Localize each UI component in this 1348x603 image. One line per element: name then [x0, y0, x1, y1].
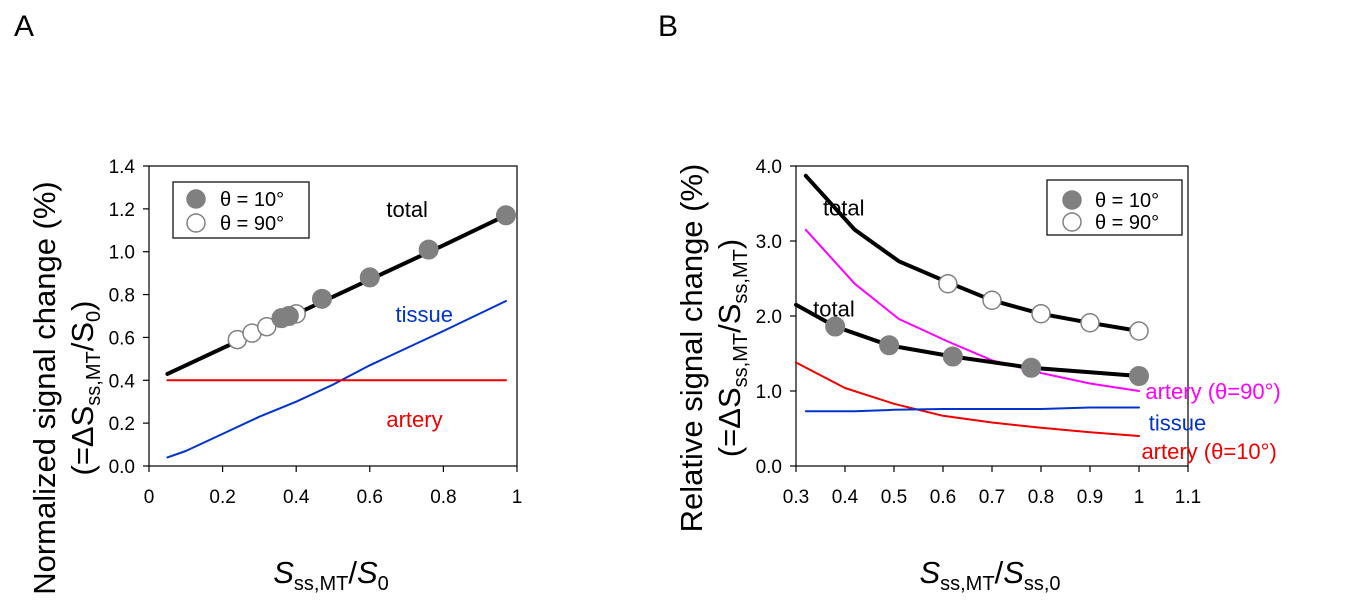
panel-a-y-tick-label: 0.6 — [109, 328, 135, 349]
legend-open-marker — [1062, 212, 1082, 232]
panel-b-plot: 0.0 1.0 2.0 3.0 4.0 0.3 0.4 0.5 0.6 0.7 0.8 0.9 1 1.1… — [756, 157, 1281, 508]
panel-b: B Relative signal change (%) (=ΔSss,MT/S… — [658, 10, 1281, 595]
panel-a-y-tick-label: 1.0 — [109, 243, 135, 264]
panel-b-x-tick-label: 0.3 — [783, 487, 809, 508]
panel-b-x-tick-label: 0.7 — [979, 487, 1005, 508]
panel-b-label: B — [658, 10, 678, 43]
panel-a-point-theta-10 — [278, 306, 299, 326]
panel-a-point-theta-10 — [359, 267, 380, 288]
panel-a-x-tick-label: 0.8 — [430, 487, 456, 508]
panel-b-y-tick-label: 2.0 — [756, 307, 782, 328]
panel-b-point-theta-90 — [1080, 313, 1100, 333]
panel-a-annotation-artery: artery — [386, 407, 442, 432]
panel-b-series-tissue — [804, 406, 1140, 413]
panel-b-point-theta-10 — [825, 316, 846, 337]
panel-b-y-tick-label: 3.0 — [756, 232, 782, 253]
panel-a-x-tick-label: 0.2 — [209, 487, 235, 508]
panel-a-point-theta-10 — [311, 288, 332, 309]
panel-a-legend: θ = 10° θ = 90° — [172, 181, 310, 239]
panel-b-x-tick-label: 0.6 — [930, 487, 956, 508]
panel-b-annotation-total: total — [823, 195, 865, 220]
panel-b-series-artery-90 — [804, 228, 1140, 392]
panel-b-point-theta-90 — [982, 290, 1002, 310]
panel-a-x-tick-label: 0.6 — [357, 487, 383, 508]
panel-a-y-tick-label: 1.4 — [109, 157, 136, 178]
panel-a-x-tick-label: 1 — [512, 487, 523, 508]
legend-label-theta-10: θ = 10° — [1095, 190, 1159, 212]
panel-b-xlabel: Sss,MT/Sss,0 — [919, 555, 1060, 595]
panel-b-point-theta-10 — [1021, 357, 1042, 378]
panel-b-x-tick-label: 1 — [1134, 487, 1145, 508]
panel-b-point-theta-10 — [942, 346, 963, 367]
panel-a-xlabel: Sss,MT/S0 — [273, 555, 389, 595]
panel-b-x-tick-label: 0.5 — [881, 487, 907, 508]
panel-a-plot-frame — [148, 165, 518, 467]
panel-b-annotation-artery-90: artery (θ=90°) — [1145, 379, 1280, 404]
panel-a-point-theta-10 — [495, 205, 516, 226]
legend-label-theta-90: θ = 90° — [220, 213, 284, 235]
panel-a-label: A — [14, 10, 34, 43]
panel-b-ylabel: Relative signal change (%) (=ΔSss,MT/Sss… — [674, 164, 752, 533]
panel-b-point-theta-90 — [938, 274, 958, 294]
panel-b-x-tick-label: 0.9 — [1077, 487, 1103, 508]
panel-b-y-tick-label: 0.0 — [756, 457, 782, 478]
legend-label-theta-10: θ = 10° — [220, 189, 284, 211]
legend-open-marker — [186, 213, 206, 233]
panel-b-annotation-total: total — [813, 297, 855, 322]
panel-a-plot: 0.0 0.2 0.4 0.6 0.8 1.0 1.2 1.4 0 0.2 0.4 0.6 0.8 1 to… — [109, 157, 523, 508]
panel-b-point-theta-10 — [1129, 366, 1149, 386]
panel-a-y-tick-label: 0.0 — [109, 457, 135, 478]
panel-a-ylabel: Normalized signal change (%) (=ΔSss,MT/S… — [27, 181, 105, 595]
panel-b-point-theta-10 — [879, 335, 900, 356]
panel-b-y-tick-label: 1.0 — [756, 382, 782, 403]
panel-a: A Normalized signal change (%) (=ΔSss,MT… — [14, 10, 522, 595]
panel-a-x-tick-label: 0 — [144, 487, 155, 508]
panel-a-point-theta-90 — [257, 316, 277, 337]
panel-b-point-theta-90 — [1129, 321, 1149, 341]
panel-a-ylabel-line2: (=ΔSss,MT/S0) — [65, 301, 105, 476]
panel-b-y-tick-label: 4.0 — [756, 157, 782, 178]
panel-a-y-tick-label: 0.8 — [109, 286, 135, 307]
panel-b-series-artery-10 — [795, 361, 1140, 437]
panel-b-x-tick-label: 1.1 — [1175, 487, 1201, 508]
panel-b-ylabel-line1: Relative signal change (%) — [674, 164, 709, 533]
panel-a-annotation-tissue: tissue — [396, 302, 453, 327]
legend-label-theta-90: θ = 90° — [1095, 212, 1159, 234]
panel-a-series-total — [165, 213, 508, 376]
panel-a-ylabel-line1: Normalized signal change (%) — [27, 181, 62, 595]
panel-b-point-theta-90 — [1031, 304, 1051, 324]
panel-b-legend: θ = 10° θ = 90° — [1046, 179, 1183, 236]
legend-filled-marker — [1062, 190, 1082, 210]
panel-a-annotation-total: total — [386, 197, 428, 222]
panel-a-series-tissue — [166, 300, 507, 459]
panel-a-x-tick-label: 0.4 — [283, 487, 310, 508]
panel-a-y-tick-label: 1.2 — [109, 200, 135, 221]
panel-b-x-tick-label: 0.8 — [1028, 487, 1054, 508]
panel-a-point-theta-10 — [418, 239, 439, 260]
panel-b-ylabel-line2: (=ΔSss,MT/Sss,MT) — [712, 239, 752, 457]
panel-a-y-tick-label: 0.2 — [109, 414, 135, 435]
panel-b-annotation-tissue: tissue — [1149, 411, 1206, 436]
panel-b-x-tick-label: 0.4 — [832, 487, 859, 508]
panel-b-annotation-artery-10: artery (θ=10°) — [1141, 439, 1276, 464]
legend-filled-marker — [186, 189, 206, 209]
panel-a-y-tick-label: 0.4 — [109, 371, 136, 392]
